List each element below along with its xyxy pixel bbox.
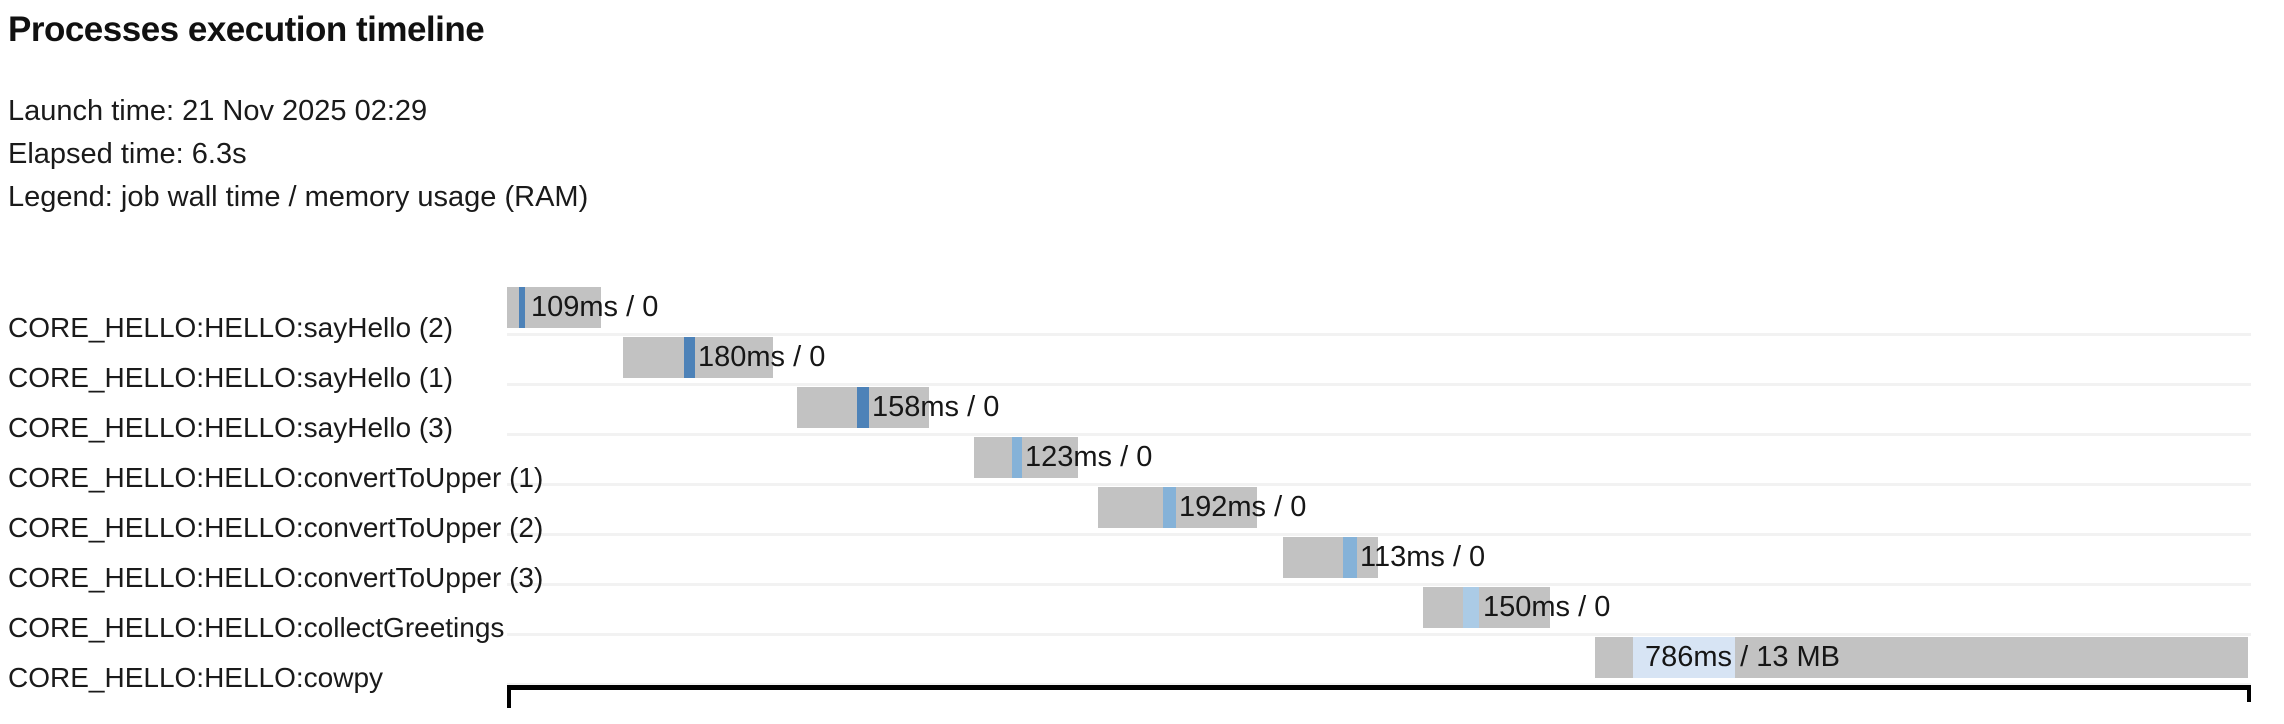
row-separator-line [507, 433, 2251, 436]
process-label: CORE_HELLO:HELLO:convertToUpper (1) [8, 462, 544, 493]
job-bar-wait-segment [1098, 487, 1257, 528]
elapsed-time-text: Elapsed time: 6.3s [8, 138, 247, 170]
process-label: CORE_HELLO:HELLO:convertToUpper (2) [8, 512, 544, 543]
job-bar-value-label: 109ms / 0 [531, 291, 659, 323]
row-separator-line [507, 583, 2251, 586]
job-bar-run-segment [1633, 637, 1735, 678]
x-axis-tick-right [2247, 690, 2251, 702]
job-bar-run-segment [519, 287, 525, 328]
job-bar-run-segment [1463, 587, 1479, 628]
page-title: Processes execution timeline [8, 10, 485, 49]
job-bar-value-label: 123ms / 0 [1025, 441, 1153, 473]
x-axis-line [507, 685, 2251, 690]
process-label: CORE_HELLO:HELLO:collectGreetings [8, 612, 505, 643]
job-bar-value-label: 158ms / 0 [872, 391, 1000, 423]
row-separator-line [507, 683, 2251, 686]
job-bar-wait-segment [1283, 537, 1378, 578]
process-label: CORE_HELLO:HELLO:cowpy [8, 662, 384, 693]
job-bar-wait-segment [623, 337, 773, 378]
process-label: CORE_HELLO:HELLO:sayHello (2) [8, 312, 454, 343]
job-bar-value-label: 180ms / 0 [698, 341, 826, 373]
job-bar-run-segment [684, 337, 695, 378]
launch-time-text: Launch time: 21 Nov 2025 02:29 [8, 95, 428, 127]
job-bar-value-label: 192ms / 0 [1179, 491, 1307, 523]
row-separator-line [507, 383, 2251, 386]
job-bar-value-label: 150ms / 0 [1483, 591, 1611, 623]
job-bar-value-label: 113ms / 0 [1360, 541, 1486, 573]
row-separator-line [507, 633, 2251, 636]
row-separator-line [507, 333, 2251, 336]
x-axis-tick-left [507, 690, 511, 708]
row-separator-line [507, 483, 2251, 486]
job-bar-run-segment [1163, 487, 1176, 528]
legend-text: Legend: job wall time / memory usage (RA… [8, 181, 589, 213]
job-bar-wait-segment [1423, 587, 1550, 628]
job-bar-value-label: 786ms / 13 MB [1645, 641, 1841, 673]
job-bar-run-segment [1012, 437, 1022, 478]
job-bar-run-segment [1343, 537, 1357, 578]
process-label: CORE_HELLO:HELLO:sayHello (1) [8, 362, 454, 393]
row-separator-line [507, 533, 2251, 536]
process-label: CORE_HELLO:HELLO:convertToUpper (3) [8, 562, 544, 593]
process-label: CORE_HELLO:HELLO:sayHello (3) [8, 412, 454, 443]
job-bar-wait-segment [974, 437, 1078, 478]
job-bar-run-segment [857, 387, 869, 428]
